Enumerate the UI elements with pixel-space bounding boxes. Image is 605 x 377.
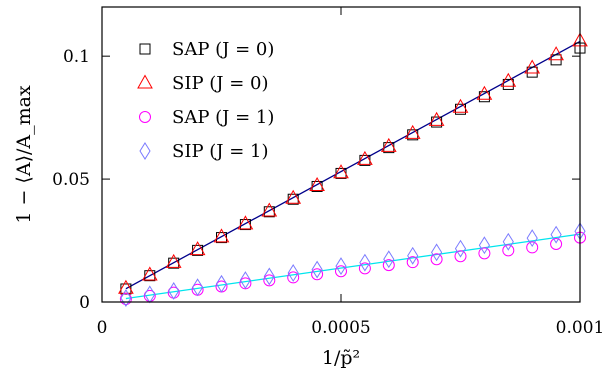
point-sap-j-1	[550, 237, 563, 250]
legend-marker-sap-j-0	[139, 43, 151, 55]
point-sip-j-1	[383, 250, 395, 269]
point-sip-j-1	[335, 257, 347, 276]
fit-line-2	[125, 233, 581, 300]
point-sip-j-0	[357, 150, 373, 165]
point-sip-j-1	[454, 239, 467, 258]
point-sap-j-1	[311, 268, 324, 281]
point-sap-j-1	[119, 293, 132, 306]
point-sip-j-1	[502, 232, 514, 251]
point-sip-j-0	[548, 46, 564, 61]
x-tick-label: 0.001	[556, 318, 605, 338]
point-sip-j-1	[431, 243, 443, 262]
point-sip-j-1	[550, 225, 562, 244]
point-sip-j-0	[189, 241, 206, 256]
point-sip-j-0	[285, 189, 302, 204]
point-sip-j-1	[168, 281, 180, 300]
y-tick-label: 0.1	[63, 47, 90, 67]
point-sap-j-1	[263, 274, 276, 287]
point-sap-j-1	[502, 244, 515, 257]
point-sap-j-0	[526, 66, 538, 78]
x-axis-label: 1/p̃²	[322, 347, 360, 369]
fit-lines	[125, 40, 581, 300]
point-sip-j-0	[237, 215, 254, 230]
point-sap-j-0	[478, 91, 490, 103]
point-sip-j-0	[141, 266, 158, 281]
point-sap-j-1	[287, 271, 300, 284]
point-sip-j-1	[192, 278, 204, 297]
point-sap-j-1	[454, 250, 467, 263]
legend-label: SIP (J = 0)	[172, 73, 269, 94]
point-sip-j-0	[428, 111, 445, 126]
fit-line-1	[125, 40, 581, 290]
point-sip-j-1	[120, 289, 132, 308]
point-sap-j-1	[335, 265, 347, 278]
point-sap-j-1	[382, 259, 395, 272]
point-sap-j-1	[143, 289, 156, 302]
point-sip-j-1	[526, 229, 538, 248]
point-sip-j-0	[213, 228, 230, 243]
point-sap-j-0	[502, 78, 514, 90]
point-sap-j-1	[478, 247, 491, 260]
point-sip-j-1	[263, 267, 275, 286]
y-tick-label: 0.05	[52, 170, 90, 190]
point-sip-j-0	[165, 253, 182, 268]
point-sap-j-1	[526, 241, 539, 254]
point-sip-j-0	[452, 98, 469, 113]
legend-label: SAP (J = 1)	[172, 107, 274, 128]
y-tick-label: 0	[79, 293, 90, 313]
point-sip-j-0	[404, 124, 421, 139]
point-sip-j-0	[476, 85, 493, 100]
point-sip-j-0	[524, 59, 541, 74]
axis-ticks: 0 0.0005 0.001 0 0.05 0.1	[52, 7, 604, 338]
point-sap-j-0	[120, 283, 132, 295]
legend-marker-sap-j-1	[139, 111, 151, 123]
x-tick-label: 0.0005	[311, 318, 370, 338]
y-axis-label: 1 − ⟨A⟩/A_max	[13, 85, 35, 224]
legend-label: SAP (J = 0)	[172, 39, 274, 60]
legend: SAP (J = 0) SIP (J = 0) SAP (J = 1) SIP (J …	[137, 39, 274, 162]
point-sip-j-0	[380, 137, 397, 152]
point-sip-j-1	[359, 253, 371, 272]
point-sip-j-1	[239, 271, 251, 290]
point-sap-j-1	[239, 277, 252, 290]
legend-label: SIP (J = 1)	[172, 141, 269, 162]
legend-marker-sip-j-0	[137, 74, 153, 89]
point-sip-j-0	[309, 176, 325, 191]
legend-marker-sip-j-1	[139, 142, 151, 160]
point-sap-j-1	[406, 256, 419, 269]
point-sip-j-1	[407, 246, 419, 265]
point-sip-j-0	[500, 72, 517, 87]
point-sip-j-0	[333, 164, 349, 179]
point-sip-j-1	[478, 236, 490, 255]
point-sip-j-0	[261, 202, 278, 217]
point-sap-j-1	[358, 262, 371, 275]
point-sip-j-1	[215, 274, 228, 293]
point-sap-j-1	[430, 253, 443, 266]
point-sip-j-1	[311, 260, 323, 279]
point-sip-j-1	[287, 264, 299, 282]
x-tick-label: 0	[97, 318, 108, 338]
